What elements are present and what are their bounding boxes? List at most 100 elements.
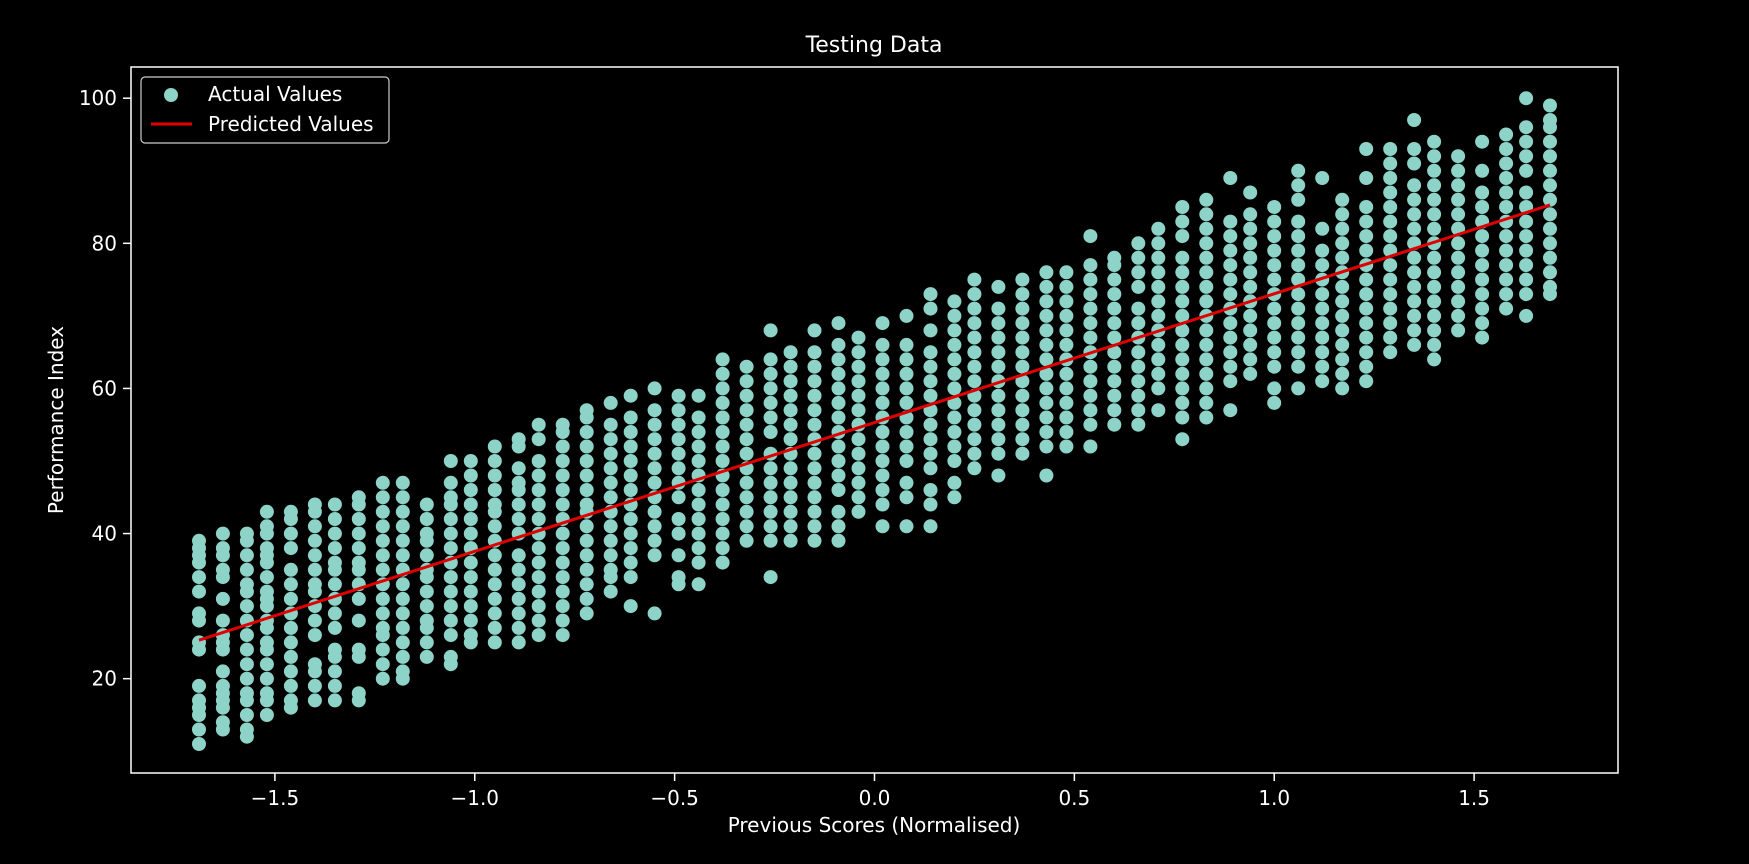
data-point <box>1039 425 1054 439</box>
data-point <box>1335 236 1350 251</box>
data-point <box>1519 308 1534 323</box>
data-point <box>487 519 502 534</box>
data-point <box>419 548 434 563</box>
data-point <box>443 512 458 526</box>
x-tick-label: −1.5 <box>251 786 300 810</box>
data-point <box>1335 221 1350 236</box>
data-point <box>395 475 410 490</box>
x-axis: −1.5 −1.0 −0.5 0.0 0.5 1.0 1.5 <box>251 773 1490 810</box>
data-point <box>1383 200 1398 214</box>
data-point <box>1451 163 1466 178</box>
data-point <box>531 417 546 432</box>
data-point <box>1131 301 1146 316</box>
data-point <box>947 439 962 454</box>
data-point <box>1267 395 1282 410</box>
data-point <box>831 366 846 381</box>
data-point <box>603 519 618 534</box>
data-point <box>831 381 846 396</box>
data-point <box>1475 330 1490 345</box>
data-point <box>1359 229 1374 244</box>
data-point <box>327 606 342 621</box>
data-point <box>511 512 526 526</box>
data-point <box>1083 301 1098 316</box>
data-point <box>1499 142 1514 156</box>
data-point <box>1151 403 1166 418</box>
data-point <box>259 708 274 722</box>
data-point <box>1015 374 1030 389</box>
data-point <box>1015 359 1030 374</box>
data-point <box>875 352 890 367</box>
data-point <box>1359 243 1374 258</box>
data-point <box>579 591 594 606</box>
data-point <box>807 417 822 432</box>
data-point <box>375 620 390 635</box>
data-point <box>1359 142 1374 156</box>
data-point <box>783 504 798 519</box>
data-point <box>487 562 502 577</box>
data-point <box>1359 359 1374 374</box>
data-point <box>715 512 730 526</box>
data-point <box>1543 279 1557 294</box>
data-point <box>899 490 914 505</box>
data-point <box>1407 192 1422 207</box>
data-point <box>1151 221 1166 236</box>
data-point <box>923 345 938 360</box>
data-point <box>739 374 754 389</box>
data-point <box>283 620 298 635</box>
data-point <box>239 686 254 701</box>
data-point <box>1107 359 1122 374</box>
data-point <box>1267 200 1282 214</box>
data-point <box>739 403 754 418</box>
data-point <box>395 620 410 635</box>
data-point <box>947 308 962 323</box>
data-point <box>463 584 478 599</box>
data-point <box>1407 156 1422 171</box>
data-point <box>875 519 890 534</box>
y-axis: 20 40 60 80 100 <box>79 86 131 691</box>
data-point <box>511 562 526 577</box>
data-point <box>807 475 822 490</box>
data-point <box>1107 287 1122 302</box>
data-point <box>1519 258 1534 273</box>
data-point <box>1315 287 1330 302</box>
data-point <box>623 555 638 570</box>
data-point <box>555 526 570 541</box>
data-point <box>991 417 1006 432</box>
data-point <box>807 359 822 374</box>
data-point <box>443 526 458 541</box>
legend-label-actual: Actual Values <box>208 82 342 106</box>
data-point <box>1519 229 1534 244</box>
data-point <box>395 519 410 534</box>
data-point <box>1359 214 1374 229</box>
data-point <box>923 497 938 512</box>
data-point <box>947 454 962 468</box>
data-point <box>1383 301 1398 316</box>
data-point <box>851 504 866 519</box>
data-point <box>715 439 730 454</box>
data-point <box>1451 236 1466 251</box>
data-point <box>623 526 638 541</box>
data-point <box>851 403 866 418</box>
data-point <box>1543 192 1557 207</box>
data-point <box>763 366 778 381</box>
data-point <box>715 454 730 468</box>
data-point <box>603 417 618 432</box>
data-point <box>283 678 298 693</box>
data-point <box>1131 236 1146 251</box>
data-point <box>783 403 798 418</box>
data-point <box>1175 294 1190 309</box>
data-point <box>671 446 686 461</box>
data-point <box>947 381 962 396</box>
data-point <box>511 635 526 650</box>
y-axis-label: Performance Index <box>44 326 68 514</box>
data-point <box>1499 258 1514 273</box>
data-point <box>1383 142 1398 156</box>
data-point <box>715 352 730 367</box>
data-point <box>239 548 254 563</box>
legend-box <box>140 76 390 144</box>
data-point <box>715 366 730 381</box>
data-point <box>947 323 962 338</box>
data-point <box>1451 250 1466 265</box>
data-point <box>851 432 866 447</box>
data-point <box>1427 294 1442 309</box>
